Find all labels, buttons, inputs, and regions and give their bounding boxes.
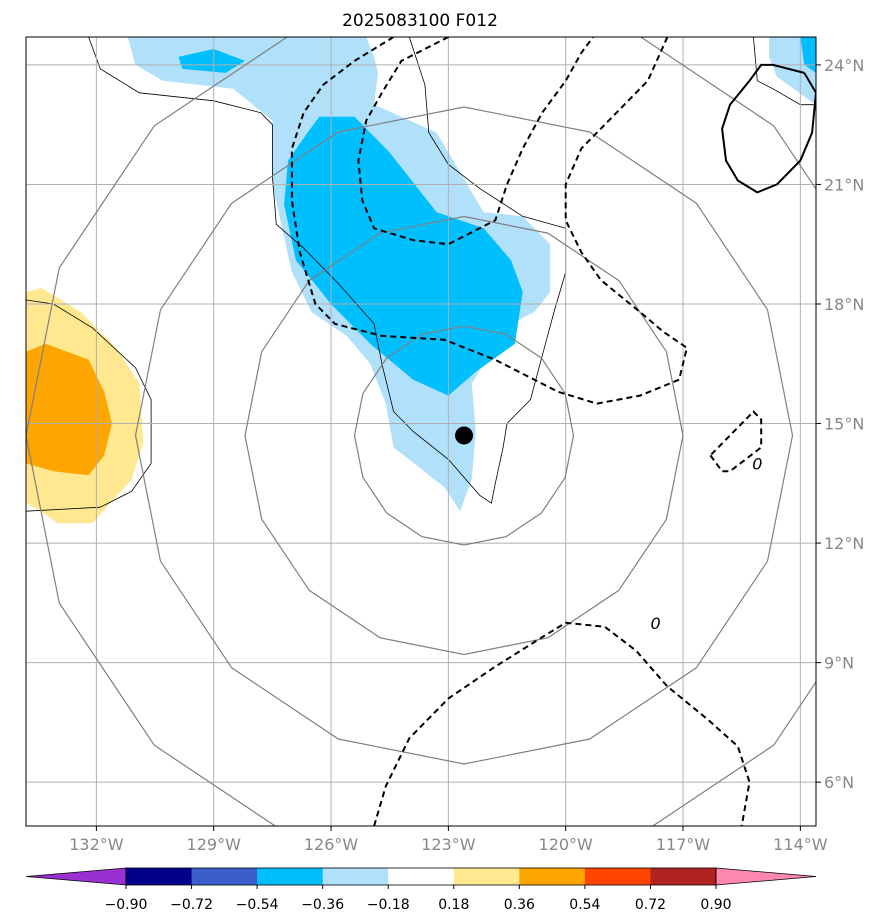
colorbar-tick-label-6: 0.18: [438, 897, 469, 913]
range-ring-4: [26, 37, 816, 826]
y-tick-label-6: 21°N: [824, 175, 864, 194]
fill-region-5: [800, 37, 816, 73]
y-axis-ticks: 6°N 9°N 12°N 15°N 18°N 21°N 24°N: [816, 56, 864, 792]
colorbar-tick-label-4: −0.36: [301, 897, 344, 913]
x-tick-label-5: 120°W: [539, 835, 594, 854]
colorbar-tick-label-5: −0.18: [367, 897, 410, 913]
y-tick-label-4: 15°N: [824, 415, 864, 434]
colorbar-tick-label-8: 0.54: [569, 897, 600, 913]
colorbar-swatch-5: [388, 868, 455, 885]
colorbar-swatch-1: [126, 868, 193, 885]
colorbar-swatch-6: [453, 868, 520, 885]
colorbar-tick-label-10: 0.90: [700, 897, 731, 913]
storm-center-layer: [455, 426, 474, 445]
colorbar-extend-high: [715, 867, 817, 886]
x-tick-label-6: 117°W: [656, 835, 711, 854]
x-tick-label-1: 132°W: [69, 835, 124, 854]
range-ring-layer: [26, 37, 816, 826]
storm-center-marker: [455, 426, 474, 445]
colorbar-swatch-7: [519, 868, 586, 885]
range-ring-1: [353, 325, 575, 546]
colorbar: −0.90 −0.72 −0.54 −0.36 −0.18 0.18 0.36 0.54 0.7…: [25, 867, 817, 913]
contour-1: [290, 37, 689, 405]
y-tick-label-2: 9°N: [824, 654, 854, 673]
x-tick-label-3: 126°W: [304, 835, 359, 854]
y-tick-label-7: 24°N: [824, 56, 864, 75]
colorbar-tick-label-2: −0.72: [170, 897, 213, 913]
colorbar-swatch-2: [191, 868, 258, 885]
fill-region-3: [178, 49, 245, 73]
x-tick-label-2: 129°W: [187, 835, 242, 854]
contour-3: [709, 410, 763, 473]
contour-4: [373, 621, 751, 826]
coastline-3: [26, 299, 152, 512]
colorbar-swatch-8: [584, 868, 651, 885]
contour-label-1: 0: [815, 72, 825, 91]
x-tick-label-4: 123°W: [421, 835, 476, 854]
colorbar-swatch-3: [257, 868, 324, 885]
anomaly-fill-layer: [26, 37, 816, 524]
colorbar-extend-low: [25, 867, 127, 886]
coastline-2: [753, 37, 816, 106]
map-frame: [25, 36, 817, 827]
contour-layer: 0 0 0: [290, 37, 825, 826]
colorbar-swatch-9: [650, 868, 717, 885]
x-tick-label-7: 114°W: [773, 835, 828, 854]
contour-5: [721, 63, 816, 194]
colorbar-swatch-4: [322, 868, 389, 885]
gridline-layer: [26, 37, 816, 826]
chart-title: 2025083100 F012: [342, 11, 498, 31]
coastline-layer: [26, 37, 816, 512]
y-tick-label-5: 18°N: [824, 295, 864, 314]
range-ring-2: [244, 215, 684, 656]
contour-label-3: 0: [651, 614, 661, 633]
contour-label-2: 0: [752, 454, 762, 473]
colorbar-tick-label-3: −0.54: [236, 897, 279, 913]
colorbar-outline: [125, 867, 717, 886]
y-tick-label-1: 6°N: [824, 773, 854, 792]
range-ring-3: [134, 106, 794, 765]
y-tick-label-3: 12°N: [824, 534, 864, 553]
colorbar-tick-label-9: 0.72: [635, 897, 666, 913]
coastline-1: [88, 37, 567, 504]
colorbar-tick-label-1: −0.90: [105, 897, 148, 913]
contour-2: [357, 37, 594, 246]
colorbar-tick-label-7: 0.36: [504, 897, 535, 913]
fill-region-7: [26, 343, 112, 476]
x-axis-ticks: 132°W 129°W 126°W 123°W 120°W 117°W 114°W: [69, 826, 828, 854]
